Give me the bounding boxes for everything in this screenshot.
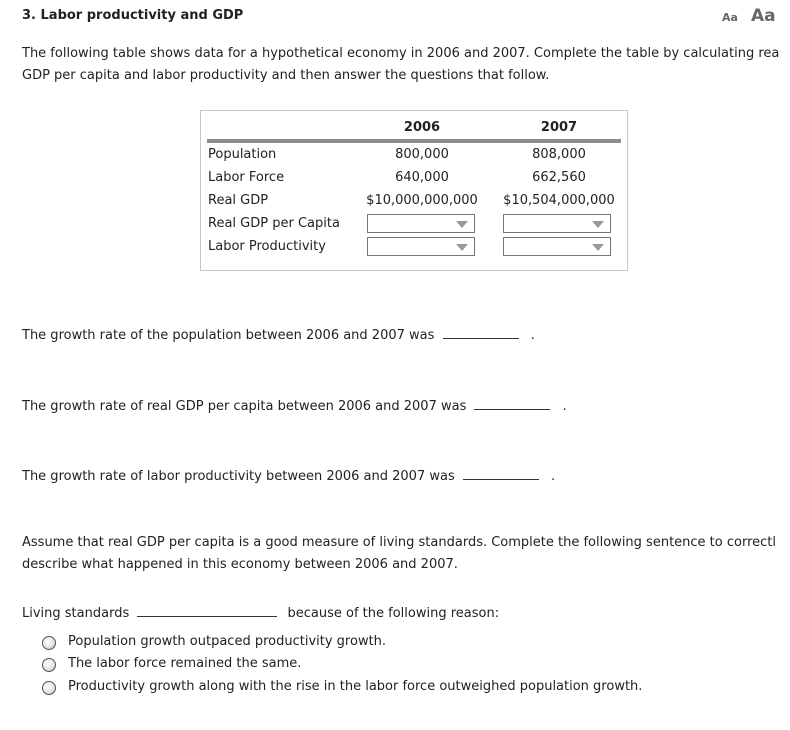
question-population-growth: The growth rate of the population betwee… xyxy=(22,324,535,343)
living-standards-line-2: describe what happened in this economy b… xyxy=(22,557,458,572)
table-row-real-gdp: Real GDP $10,000,000,000 $10,504,000,000 xyxy=(201,190,627,213)
intro-line-1: The following table shows data for a hyp… xyxy=(22,46,780,61)
cell-2006: $10,000,000,000 xyxy=(366,193,478,208)
row-label: Real GDP per Capita xyxy=(208,216,340,231)
data-table: 2006 2007 Population 800,000 808,000 Lab… xyxy=(200,110,628,271)
cell-2006: 640,000 xyxy=(395,170,449,185)
row-label: Labor Productivity xyxy=(208,239,326,254)
sentence-prefix: Living standards xyxy=(22,606,130,621)
decrease-font-button[interactable]: Aa xyxy=(722,11,738,24)
cell-2007: 662,560 xyxy=(532,170,586,185)
column-header-2006: 2006 xyxy=(403,120,441,135)
dropdown-arrow-icon xyxy=(592,244,604,251)
period: . xyxy=(551,469,556,484)
gdp-per-capita-2006-dropdown[interactable] xyxy=(367,214,475,233)
table-row-gdp-per-capita: Real GDP per Capita xyxy=(201,213,627,236)
cell-2007: 808,000 xyxy=(532,147,586,162)
option-label-3[interactable]: Productivity growth along with the rise … xyxy=(68,679,643,694)
question-title: 3. Labor productivity and GDP xyxy=(22,8,244,23)
labor-productivity-2006-dropdown[interactable] xyxy=(367,237,475,256)
row-label: Population xyxy=(208,147,277,162)
option-label-1[interactable]: Population growth outpaced productivity … xyxy=(68,634,387,649)
increase-font-button[interactable]: Aa xyxy=(751,6,776,26)
question-gdp-per-capita-growth: The growth rate of real GDP per capita b… xyxy=(22,395,567,414)
option-label-2[interactable]: The labor force remained the same. xyxy=(68,656,302,671)
table-row-population: Population 800,000 808,000 xyxy=(201,144,627,167)
gdp-per-capita-2007-dropdown[interactable] xyxy=(503,214,611,233)
period: . xyxy=(530,328,535,343)
question-text: The growth rate of the population betwee… xyxy=(22,328,435,343)
question-text: The growth rate of labor productivity be… xyxy=(22,469,455,484)
table-row-labor-force: Labor Force 640,000 662,560 xyxy=(201,167,627,190)
radio-option-1[interactable] xyxy=(42,636,56,650)
living-standards-answer-blank[interactable] xyxy=(137,602,278,617)
labor-productivity-2007-dropdown[interactable] xyxy=(503,237,611,256)
row-label: Real GDP xyxy=(208,193,269,208)
dropdown-arrow-icon xyxy=(456,221,468,228)
radio-option-2[interactable] xyxy=(42,658,56,672)
gdp-per-capita-growth-answer-blank[interactable] xyxy=(474,395,551,410)
cell-2006: 800,000 xyxy=(395,147,449,162)
column-header-2007: 2007 xyxy=(540,120,578,135)
sentence-suffix: because of the following reason: xyxy=(287,606,500,621)
population-growth-answer-blank[interactable] xyxy=(442,324,519,339)
dropdown-arrow-icon xyxy=(592,221,604,228)
dropdown-arrow-icon xyxy=(456,244,468,251)
table-row-labor-productivity: Labor Productivity xyxy=(201,236,627,259)
cell-2007: $10,504,000,000 xyxy=(503,193,615,208)
living-standards-line-1: Assume that real GDP per capita is a goo… xyxy=(22,535,776,550)
productivity-growth-answer-blank[interactable] xyxy=(462,465,539,480)
period: . xyxy=(562,399,567,414)
header-divider xyxy=(207,139,621,143)
intro-line-2: GDP per capita and labor productivity an… xyxy=(22,68,550,83)
question-text: The growth rate of real GDP per capita b… xyxy=(22,399,467,414)
radio-option-3[interactable] xyxy=(42,681,56,695)
living-standards-sentence: Living standards because of the followin… xyxy=(22,602,499,621)
row-label: Labor Force xyxy=(208,170,285,185)
question-productivity-growth: The growth rate of labor productivity be… xyxy=(22,465,555,484)
